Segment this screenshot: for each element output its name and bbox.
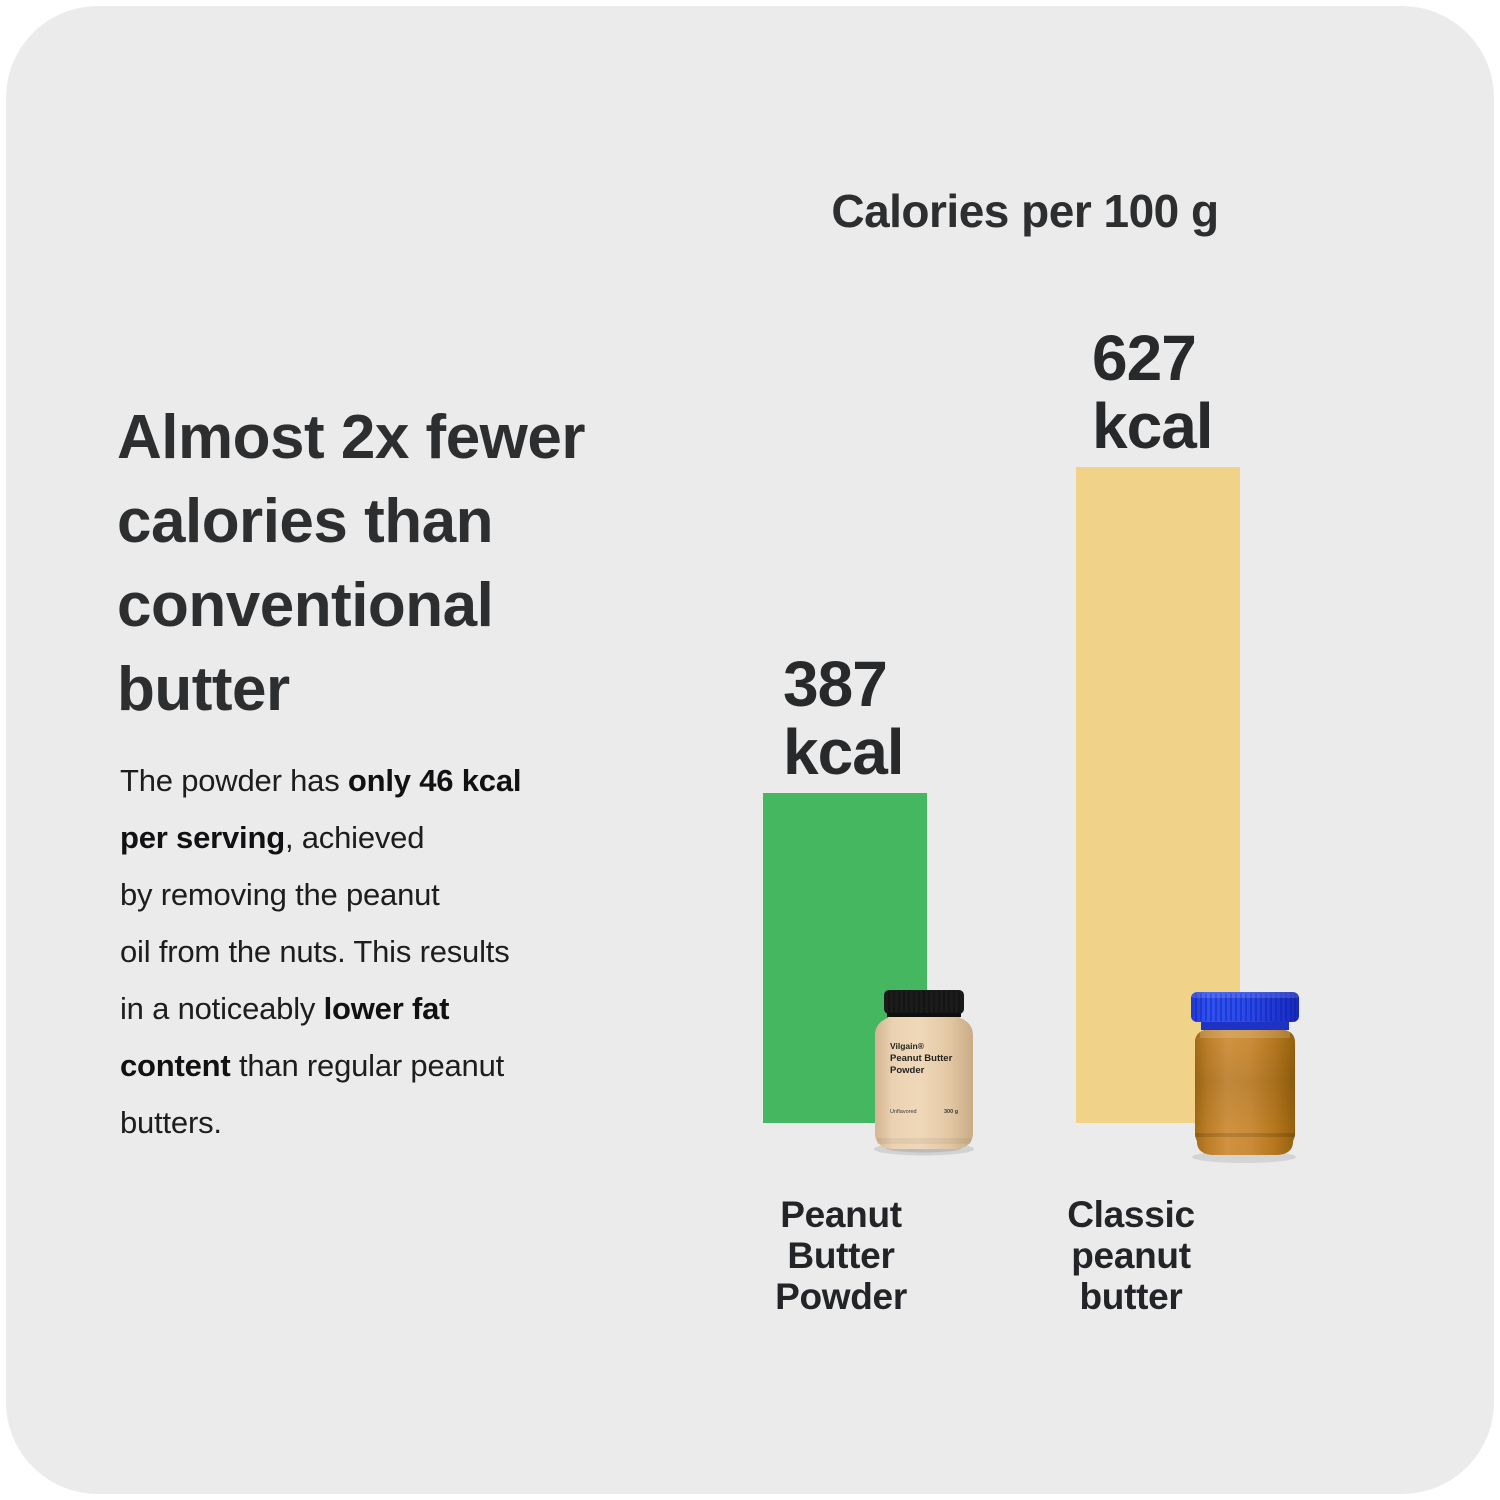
text-segment: The powder has [120, 763, 348, 798]
jar-lid [1191, 992, 1299, 1022]
jar-lid-ribs [1195, 993, 1296, 1021]
jar-label-line2: Powder [890, 1065, 925, 1076]
text-segment-bold: lower fat [323, 991, 450, 1026]
headline: Almost 2x fewer calories than convention… [117, 403, 586, 724]
text-segment: butters. [120, 1105, 222, 1140]
jar-base-ring [1195, 1133, 1295, 1137]
chart-title: Calories per 100 g [831, 185, 1219, 237]
paragraph-line: by removing the peanut [120, 866, 680, 923]
text-segment: , achieved [284, 820, 425, 855]
jar-lid [884, 990, 964, 1014]
jar-label-line1: Peanut Butter [890, 1053, 953, 1064]
jar-lid-lip [887, 1013, 961, 1017]
classic-jar-image [1191, 992, 1299, 1163]
paragraph-line: per serving, achieved [120, 809, 680, 866]
jar-weight-text: 300 g [944, 1109, 958, 1115]
category-label-classic: Classic peanut butter [1067, 1194, 1195, 1317]
jar-body-shade [1195, 1042, 1295, 1130]
paragraph-line: in a noticeably lower fat [120, 980, 680, 1037]
category-label-powder: Peanut Butter Powder [775, 1194, 907, 1317]
jar-body [875, 1010, 973, 1149]
paragraph-line: oil from the nuts. This results [120, 923, 680, 980]
jar-lid-ribs [888, 991, 960, 1013]
description-paragraph: The powder has only 46 kcal per serving,… [120, 752, 680, 1151]
jar-lid-highlight [1191, 992, 1299, 998]
card [6, 6, 1494, 1494]
jar-variant-text: Unflavored [890, 1109, 917, 1115]
text-segment-bold: only 46 kcal [347, 763, 522, 798]
text-segment: than regular peanut [230, 1048, 505, 1083]
text-segment: oil from the nuts. This results [120, 934, 510, 969]
jar-top-highlight [1200, 1030, 1290, 1038]
paragraph-line: butters. [120, 1094, 680, 1151]
value-label-classic: 627 kcal [1092, 322, 1214, 462]
text-segment-bold: per serving [120, 820, 285, 855]
text-segment-bold: content [120, 1048, 231, 1083]
jar-base-shade [877, 1138, 971, 1144]
paragraph-line: content than regular peanut [120, 1037, 680, 1094]
text-segment: in a noticeably [120, 991, 324, 1026]
jar-neck-ring [1201, 1021, 1289, 1030]
jar-brand-text: Vilgain® [890, 1041, 925, 1051]
paragraph-line: The powder has only 46 kcal [120, 752, 680, 809]
text-segment: by removing the peanut [120, 877, 440, 912]
value-label-powder: 387 kcal [783, 648, 905, 788]
powder-jar-image: Vilgain® Peanut Butter Powder Unflavored… [874, 990, 974, 1156]
